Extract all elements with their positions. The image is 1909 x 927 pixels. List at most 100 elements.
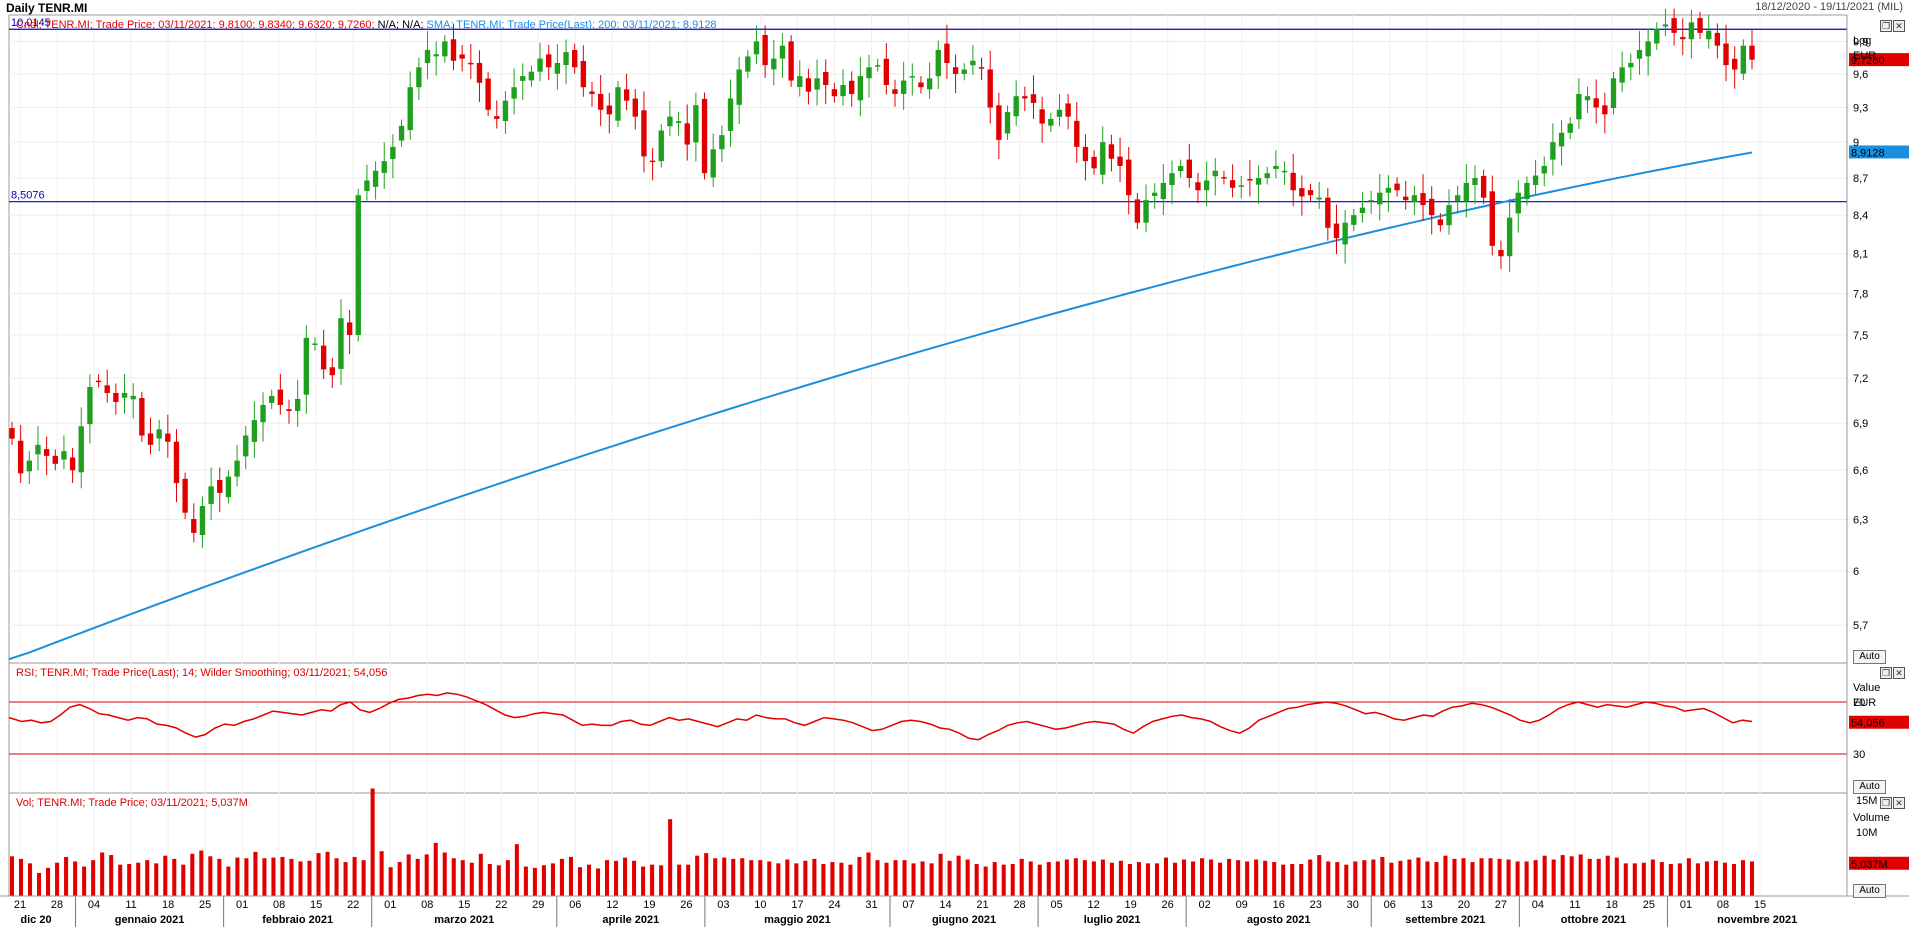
rsi-close-button[interactable]: ✕ bbox=[1893, 667, 1905, 679]
candle-body bbox=[1680, 37, 1686, 40]
rsi-auto-button[interactable]: Auto bbox=[1853, 780, 1886, 794]
price-tick-label: 9,3 bbox=[1853, 102, 1868, 114]
volume-bar bbox=[1443, 855, 1448, 896]
volume-bar bbox=[1001, 864, 1006, 896]
candle-body bbox=[1662, 24, 1669, 27]
price-panel[interactable] bbox=[8, 14, 1848, 664]
volume-bar bbox=[1416, 857, 1421, 896]
candle-body bbox=[1524, 182, 1530, 200]
volume-bar bbox=[1272, 862, 1277, 896]
volume-bar bbox=[1091, 861, 1096, 896]
volume-bar bbox=[1181, 859, 1187, 896]
candle-body bbox=[554, 62, 561, 74]
volume-bar bbox=[767, 861, 772, 896]
candle-body bbox=[1420, 193, 1426, 206]
volume-bar bbox=[1461, 858, 1466, 896]
candle-body bbox=[17, 440, 24, 474]
candle-body bbox=[26, 460, 32, 472]
candle-body bbox=[1654, 28, 1660, 44]
volume-bar bbox=[929, 863, 934, 896]
volume-bar bbox=[460, 860, 465, 896]
volume-bar bbox=[1362, 860, 1367, 896]
candle-body bbox=[1299, 188, 1305, 197]
x-tick-label: 21 bbox=[14, 899, 26, 911]
x-tick-label: 03 bbox=[717, 899, 729, 911]
volume-bar bbox=[1326, 861, 1331, 896]
volume-tick-label: 10M bbox=[1856, 827, 1877, 839]
candle-body bbox=[78, 426, 84, 473]
volume-bar bbox=[731, 858, 736, 896]
candle-body bbox=[468, 62, 474, 65]
candle-body bbox=[1273, 165, 1279, 169]
volume-auto-button[interactable]: Auto bbox=[1853, 884, 1886, 898]
candle-body bbox=[277, 389, 284, 405]
candle-body bbox=[762, 35, 768, 66]
volume-bar bbox=[577, 867, 583, 896]
candle-body bbox=[546, 54, 552, 68]
volume-panel[interactable] bbox=[8, 792, 1848, 897]
rsi-restore-button[interactable]: ❐ bbox=[1880, 667, 1892, 679]
volume-bar bbox=[109, 855, 114, 896]
price-legend: Cndl; TENR.MI; Trade Price; 03/11/2021; … bbox=[16, 19, 717, 31]
rsi-series: 30 70 54,056 bbox=[8, 692, 1909, 761]
candle-body bbox=[1126, 159, 1132, 196]
candle-body bbox=[753, 41, 760, 55]
price-legend-sma: SMA; TENR.MI; Trade Price(Last); 200; 03… bbox=[426, 19, 717, 31]
volume-bar bbox=[1227, 858, 1232, 896]
volume-bar bbox=[46, 867, 51, 896]
candle-body bbox=[1602, 105, 1608, 115]
volume-bar bbox=[686, 864, 691, 896]
candle-body bbox=[1706, 30, 1712, 40]
candle-body bbox=[701, 98, 708, 174]
price-auto-button[interactable]: Auto bbox=[1853, 650, 1886, 664]
candle-body bbox=[1247, 179, 1253, 181]
candle-body bbox=[173, 441, 180, 484]
volume-bar bbox=[1533, 860, 1538, 896]
volume-bar bbox=[1506, 859, 1511, 896]
price-close-button[interactable]: ✕ bbox=[1893, 20, 1905, 32]
x-tick-label: 09 bbox=[1236, 899, 1248, 911]
rsi-tick-label: 30 bbox=[1853, 749, 1865, 761]
volume-close-button[interactable]: ✕ bbox=[1893, 797, 1905, 809]
candle-body bbox=[1740, 45, 1747, 74]
x-tick-label: 23 bbox=[1310, 899, 1322, 911]
volume-bar bbox=[1731, 864, 1736, 896]
volume-bar bbox=[668, 819, 673, 896]
candle-body bbox=[1048, 118, 1054, 126]
volume-bar bbox=[235, 857, 240, 896]
price-restore-button[interactable]: ❐ bbox=[1880, 20, 1892, 32]
volume-bar bbox=[776, 863, 781, 896]
candle-body bbox=[1671, 18, 1677, 33]
candle-body bbox=[970, 60, 976, 66]
candle-body bbox=[1091, 156, 1097, 169]
x-tick-label: 27 bbox=[1495, 899, 1507, 911]
month-label: aprile 2021 bbox=[602, 914, 659, 926]
candle-body bbox=[745, 56, 751, 72]
volume-bar bbox=[1542, 855, 1547, 896]
candle-body bbox=[1203, 180, 1210, 191]
candle-body bbox=[563, 52, 569, 66]
month-label: dic 20 bbox=[20, 914, 51, 926]
volume-bar bbox=[1614, 857, 1619, 896]
volume-bar bbox=[974, 864, 979, 896]
rsi-panel[interactable] bbox=[8, 662, 1848, 794]
candle-body bbox=[269, 395, 275, 403]
price-tick-label: 9,9 bbox=[1853, 36, 1868, 48]
volume-bar bbox=[226, 866, 231, 896]
candle-body bbox=[1169, 173, 1175, 186]
candle-body bbox=[1229, 180, 1236, 188]
candle-body bbox=[1714, 32, 1721, 46]
volume-restore-button[interactable]: ❐ bbox=[1880, 797, 1892, 809]
volume-bar bbox=[1515, 861, 1520, 896]
candle-body bbox=[1030, 94, 1037, 103]
x-tick-label: 17 bbox=[791, 899, 803, 911]
volume-bar bbox=[136, 862, 141, 896]
candle-body bbox=[113, 392, 119, 402]
candle-body bbox=[372, 170, 379, 187]
x-tick-label: 02 bbox=[1199, 899, 1211, 911]
candle-body bbox=[849, 80, 855, 94]
volume-bar bbox=[1569, 856, 1574, 896]
volume-bar bbox=[992, 862, 997, 896]
candle-body bbox=[130, 395, 136, 400]
x-tick-label: 11 bbox=[125, 899, 136, 911]
